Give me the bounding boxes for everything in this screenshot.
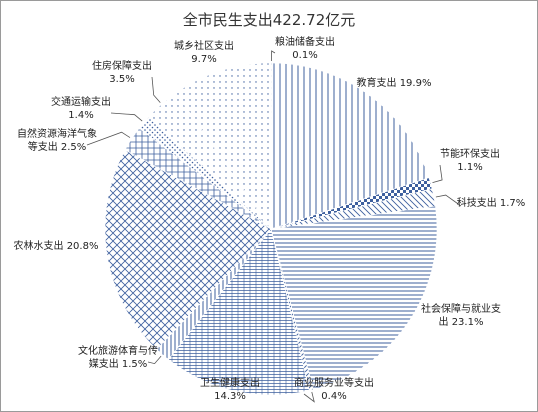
leader-line (151, 76, 161, 103)
slice-label: 文化旅游体育与传媒支出 1.5% (78, 344, 158, 370)
pie-slice (175, 62, 272, 230)
slice-label: 教育支出 19.9% (357, 76, 432, 89)
slice-label: 卫生健康支出 14.3% (200, 376, 260, 402)
slice-label: 科技支出 1.7% (457, 196, 526, 209)
leader-line (86, 131, 131, 146)
leader-line (110, 112, 143, 122)
slice-label: 社会保障与就业支出 23.1% (421, 302, 501, 328)
leader-line (303, 391, 315, 403)
leader-line (271, 50, 276, 62)
slice-label: 住房保障支出 3.5% (92, 59, 152, 85)
chart-title: 全市民生支出422.72亿元 (182, 11, 356, 29)
slice-label: 自然资源海洋气象等支出 2.5% (17, 127, 97, 153)
leader-line (435, 194, 462, 207)
slice-label: 农林水支出 20.8% (14, 239, 99, 252)
slice-label: 城乡社区支出 9.7% (174, 39, 234, 65)
slice-label: 交通运输支出 1.4% (51, 95, 111, 121)
pie-slice (168, 228, 310, 396)
leader-line (432, 164, 443, 183)
pie-slice (270, 62, 430, 230)
leader-line (147, 355, 162, 365)
slice-label: 节能环保支出 1.1% (440, 147, 500, 173)
slice-label: 商业服务业等支出 0.4% (294, 376, 374, 402)
slice-label: 粮油储备支出 0.1% (275, 35, 335, 61)
pie-slice (104, 149, 272, 350)
pie-slice (270, 205, 438, 390)
